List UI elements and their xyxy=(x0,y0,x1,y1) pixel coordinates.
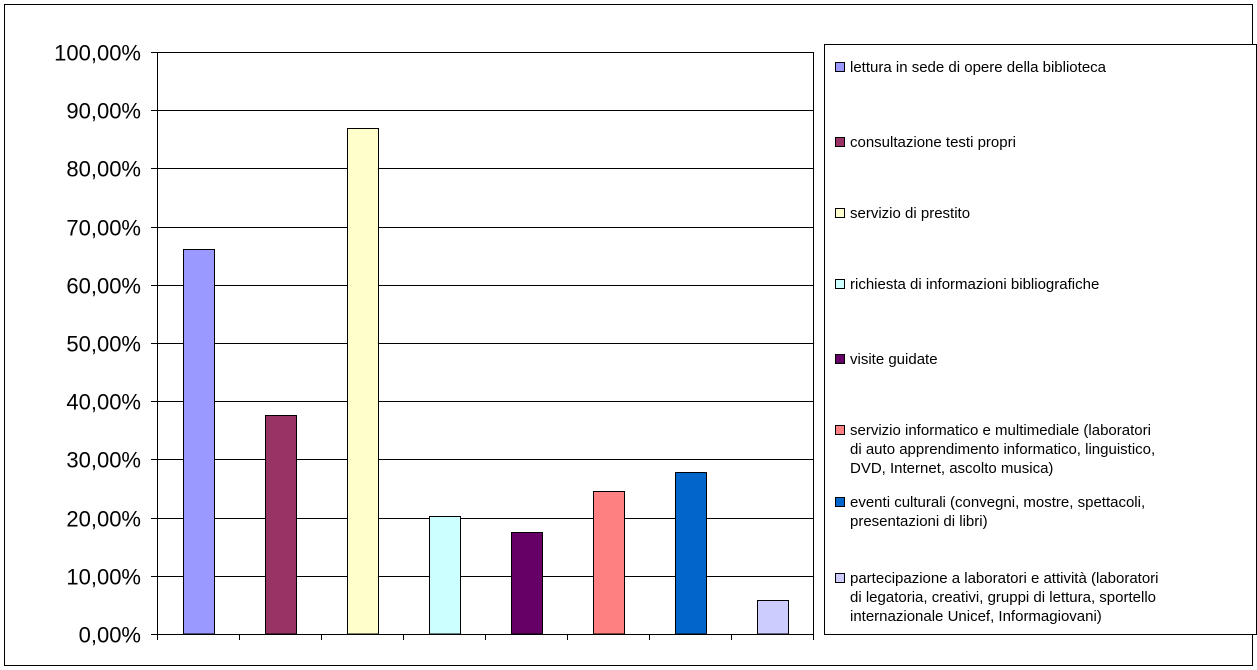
legend-item: visite guidate xyxy=(835,350,1250,369)
legend-item: richiesta di informazioni bibliografiche xyxy=(835,275,1250,294)
bar xyxy=(183,249,215,635)
legend-label: partecipazione a laboratori e attività (… xyxy=(850,570,1159,625)
y-tick-label: 20,00% xyxy=(66,507,141,532)
bar xyxy=(675,472,707,635)
legend-swatch xyxy=(835,62,845,72)
legend-swatch xyxy=(835,137,845,147)
bar xyxy=(593,491,625,635)
legend-label: richiesta di informazioni bibliografiche xyxy=(850,276,1100,293)
y-tick-label: 100,00% xyxy=(54,41,141,66)
legend-label: consultazione testi propri xyxy=(850,134,1016,151)
axes xyxy=(151,52,814,640)
legend-swatch xyxy=(835,354,845,364)
legend-swatch xyxy=(835,279,845,289)
legend-swatch xyxy=(835,208,845,218)
legend-item: servizio di prestito xyxy=(835,204,1250,223)
legend-label: servizio di prestito xyxy=(850,205,971,222)
legend-item: consultazione testi propri xyxy=(835,133,1250,152)
y-tick-label: 40,00% xyxy=(66,390,141,415)
y-tick-label: 10,00% xyxy=(66,565,141,590)
y-tick-label: 70,00% xyxy=(66,216,141,241)
legend-label: visite guidate xyxy=(850,351,938,368)
legend: lettura in sede di opere della bibliotec… xyxy=(824,44,1257,635)
bar xyxy=(265,415,297,635)
legend-swatch xyxy=(835,425,845,435)
bar xyxy=(347,128,379,635)
legend-label: eventi culturali (convegni, mostre, spet… xyxy=(850,494,1146,530)
legend-item: lettura in sede di opere della bibliotec… xyxy=(835,58,1250,77)
legend-swatch xyxy=(835,573,845,583)
bar xyxy=(757,600,789,635)
y-tick-label: 80,00% xyxy=(66,157,141,182)
y-tick-label: 30,00% xyxy=(66,448,141,473)
y-tick-label: 50,00% xyxy=(66,332,141,357)
bars xyxy=(183,128,789,635)
legend-label: servizio informatico e multimediale (lab… xyxy=(850,422,1156,477)
y-tick-label: 60,00% xyxy=(66,274,141,299)
gridlines xyxy=(157,52,813,577)
y-axis-ticks: 0,00% 10,00% 20,00% 30,00% 40,00% 50,00% 60,00… xyxy=(54,41,141,648)
legend-item: eventi culturali (convegni, mostre, spet… xyxy=(835,493,1250,531)
bar xyxy=(511,532,543,635)
legend-item: servizio informatico e multimediale (lab… xyxy=(835,421,1250,478)
legend-item: partecipazione a laboratori e attività (… xyxy=(835,569,1250,626)
legend-label: lettura in sede di opere della bibliotec… xyxy=(850,59,1107,76)
legend-swatch xyxy=(835,497,845,507)
bar xyxy=(429,516,461,635)
y-tick-label: 0,00% xyxy=(79,623,141,648)
y-tick-label: 90,00% xyxy=(66,99,141,124)
